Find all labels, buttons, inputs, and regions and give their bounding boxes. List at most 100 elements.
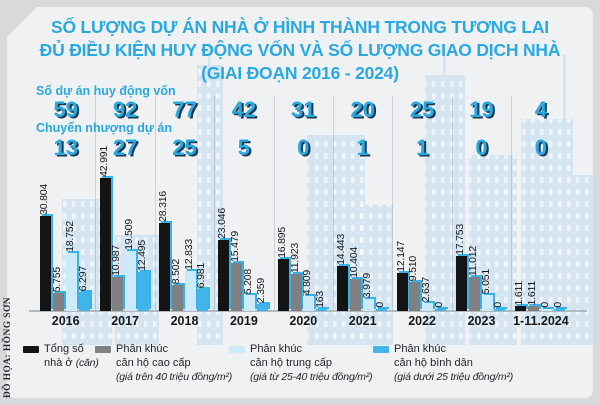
stat-value: 19 — [469, 97, 494, 122]
bar-value-label: 163 — [314, 291, 327, 308]
bar-2019-series-2 — [244, 295, 255, 311]
bar-value-label: 10.404 — [348, 247, 360, 278]
column-separator — [214, 96, 216, 311]
legend-label: (giá dưới 25 triệu đồng/m²) — [394, 371, 514, 383]
column-separator — [154, 96, 156, 311]
category-label: 1-11.2024 — [513, 314, 569, 328]
stat-value: 0 — [475, 135, 488, 160]
bar-value-label: 18.752 — [63, 221, 76, 252]
legend-label: căn hộ cao cấp — [116, 357, 191, 369]
column-separator — [392, 96, 394, 311]
legend-label: nhà ở (căn) — [44, 357, 99, 369]
bar-value-label: 5.755 — [51, 266, 63, 292]
bar-1-11.2024-series-1 — [528, 306, 540, 311]
stat-value: 4 — [534, 97, 547, 122]
bar-2019-series-3 — [256, 304, 268, 311]
stat-value: 27 — [112, 135, 138, 160]
stat-value: 25 — [172, 135, 197, 160]
legend-label: Tổng số — [44, 343, 84, 355]
stat-value: 0 — [534, 135, 547, 160]
bar-2017-series-3 — [138, 272, 149, 311]
bar-2017-series-2 — [125, 251, 137, 311]
bar-value-label: 30.804 — [38, 184, 51, 215]
column-separator — [95, 96, 97, 311]
bar-2022-series-3 — [435, 309, 446, 311]
column-separator — [273, 96, 275, 311]
bar-value-label: 4.809 — [301, 269, 314, 295]
bar-value-label: 14.443 — [335, 234, 348, 265]
bar-2019-series-0 — [218, 240, 230, 311]
stat-value: 0 — [297, 135, 310, 160]
bar-value-label: 11.012 — [466, 245, 479, 276]
stat-value: 42 — [231, 97, 257, 122]
bar-value-label: 2.359 — [254, 277, 267, 303]
category-label: 2022 — [408, 314, 436, 328]
bar-value-label: 6.297 — [76, 265, 89, 291]
bar-2022-series-2 — [422, 303, 434, 311]
stat-value: 92 — [112, 97, 138, 122]
legend-swatch-affordable — [373, 346, 389, 353]
stat-value: 5 — [237, 135, 250, 160]
category-label: 2021 — [348, 314, 377, 328]
bar-value-label: 0 — [539, 302, 551, 308]
stat-value: 20 — [350, 97, 375, 122]
legend-item-midrange-segment: Phân khúc căn hộ trung cấp (giá từ 25-40… — [229, 342, 373, 384]
category-label: 2020 — [289, 314, 318, 328]
bar-chart: 30.804 5.755 18.752 6.297 2016 42.991 10.987 19… — [7, 7, 593, 398]
category-label: 2018 — [170, 314, 199, 328]
bar-2016-series-3 — [78, 292, 90, 311]
stat-value: 13 — [53, 135, 78, 160]
bar-value-label: 0 — [433, 302, 445, 308]
infographic-card: SỐ LƯỢNG DỰ ÁN NHÀ Ở HÌNH THÀNH TRONG TƯ… — [7, 7, 593, 398]
category-label: 2017 — [111, 314, 139, 328]
bar-value-label: 9.510 — [407, 255, 420, 281]
bar-value-label: 6.981 — [195, 262, 208, 288]
chart-baseline — [29, 310, 587, 312]
column-separator — [333, 96, 334, 311]
legend-label: Phân khúc — [250, 343, 302, 355]
category-label: 2016 — [51, 314, 80, 328]
chart-title: SỐ LƯỢNG DỰ ÁN NHÀ Ở HÌNH THÀNH TRONG TƯ… — [7, 16, 593, 85]
title-line-2: ĐỦ ĐIỀU KIỆN HUY ĐỘNG VỐN VÀ SỐ LƯỢNG GI… — [39, 40, 561, 60]
bar-2018-series-3 — [197, 289, 209, 311]
bar-2023-series-0 — [456, 256, 467, 311]
funding-projects-values: 59 92 77 42 31 20 25 19 4 — [7, 97, 593, 124]
legend-item-total: Tổng số nhà ở (căn) — [23, 342, 99, 370]
bar-2023-series-3 — [494, 309, 506, 311]
category-label: 2023 — [467, 314, 496, 328]
transferred-projects-label: Chuyển nhượng dự án — [36, 121, 173, 135]
legend-label: Phân khúc — [116, 343, 168, 355]
column-separators — [7, 7, 593, 398]
column-separator — [511, 96, 513, 311]
title-line-3: (GIAI ĐOẠN 2016 - 2024) — [201, 63, 399, 83]
bar-value-label: 1.611 — [513, 280, 526, 306]
bar-2021-series-1 — [350, 279, 361, 311]
bar-value-label: 23.046 — [216, 208, 229, 239]
bar-2019-series-1 — [231, 263, 243, 311]
bar-value-label: 28.316 — [157, 191, 169, 222]
column-separator — [451, 96, 453, 311]
bar-1-11.2024-series-0 — [515, 306, 527, 311]
city-skyline-background — [62, 43, 593, 345]
bar-2023-series-2 — [481, 295, 493, 311]
legend-item-premium-segment: Phân khúc căn hộ cao cấp (giá trên 40 tr… — [95, 342, 232, 384]
stat-value: 25 — [409, 97, 435, 122]
bar-value-label: 8.502 — [169, 258, 182, 284]
legend-label: căn hộ bình dân — [394, 357, 473, 369]
legend-item-affordable-segment: Phân khúc căn hộ bình dân (giá dưới 25 t… — [373, 342, 513, 384]
stat-value: 59 — [53, 97, 78, 122]
category-label: 2019 — [229, 314, 258, 328]
bar-2023-series-1 — [468, 277, 480, 311]
bar-value-label: 5.208 — [242, 268, 254, 294]
legend-label: căn hộ trung cấp — [250, 357, 332, 369]
bar-2020-series-0 — [277, 259, 289, 311]
bar-value-label: 0 — [373, 302, 386, 308]
graphics-credit: ĐỒ HỌA: HỒNG SƠN — [3, 296, 13, 398]
bar-2022-series-1 — [409, 282, 421, 311]
bar-2018-series-2 — [184, 271, 196, 311]
bar-2017-series-1 — [112, 277, 124, 311]
bar-2020-series-1 — [290, 274, 302, 311]
bar-value-label: 5.051 — [479, 268, 492, 294]
bar-2020-series-2 — [303, 296, 315, 311]
